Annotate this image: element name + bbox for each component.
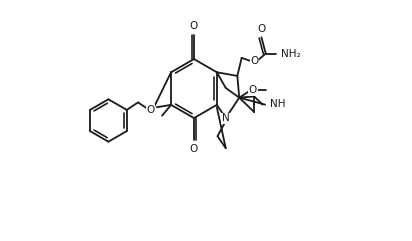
Text: O: O — [258, 24, 266, 34]
Text: O: O — [190, 21, 198, 31]
Text: NH: NH — [270, 99, 286, 109]
Text: O: O — [250, 56, 258, 67]
Text: N: N — [222, 113, 229, 123]
Text: O: O — [249, 85, 257, 95]
Text: O: O — [190, 144, 198, 154]
Text: O: O — [146, 105, 154, 115]
Text: NH₂: NH₂ — [281, 48, 300, 59]
